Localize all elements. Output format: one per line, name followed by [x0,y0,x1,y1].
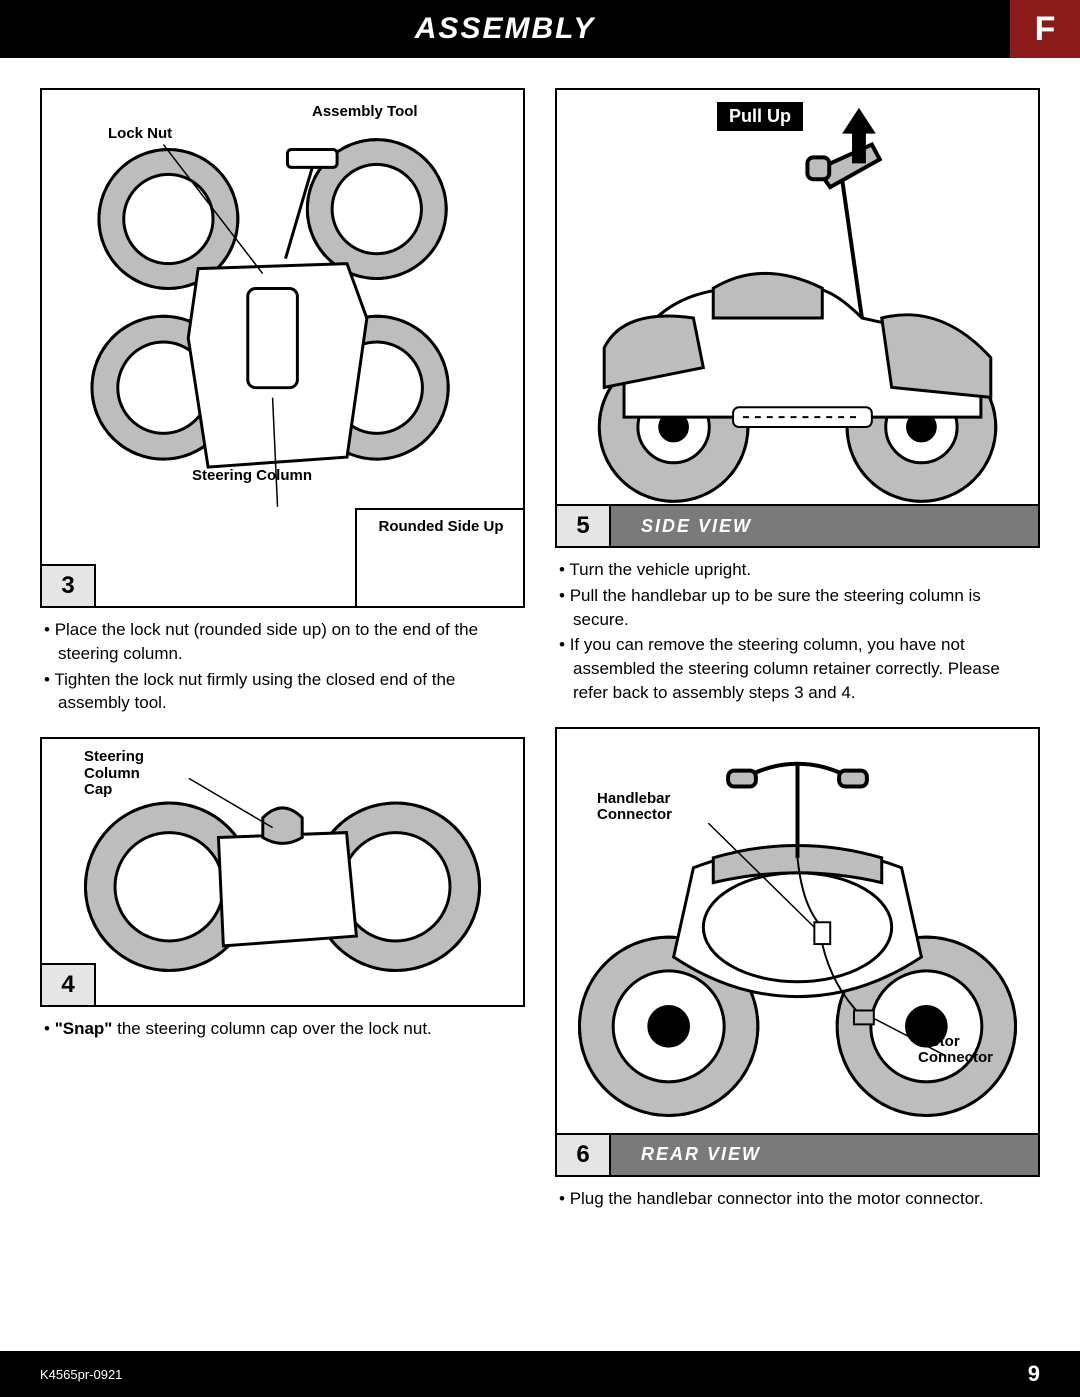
step-5-panel: Pull Up 5 SIDE VIEW [555,88,1040,548]
step-4-bullet-1: "Snap" the steering column cap over the … [44,1017,521,1041]
callout-lock-nut: Lock Nut [108,126,172,143]
step-3-bullet-1: Place the lock nut (rounded side up) on … [44,618,521,666]
step-6-view: REAR VIEW [611,1133,1038,1175]
page-footer: K4565pr-0921 9 [0,1351,1080,1397]
step-4-panel: Steering Column Cap 4 [40,737,525,1007]
step-5-instructions: Turn the vehicle upright. Pull the handl… [555,548,1040,727]
step-5-bullet-3: If you can remove the steering column, y… [559,633,1036,704]
pull-up-tag: Pull Up [717,102,803,131]
page-header: ASSEMBLY F [0,0,1080,58]
callout-handlebar-connector-text: Handlebar Connector [597,790,672,824]
step-3-number: 3 [42,564,96,606]
step-3-bullet-2: Tighten the lock nut firmly using the cl… [44,668,521,716]
content-area: Lock Nut Assembly Tool Steering Column R… [0,58,1080,1243]
step-5-bullet-1: Turn the vehicle upright. [559,558,1036,582]
left-column: Lock Nut Assembly Tool Steering Column R… [40,88,525,1233]
header-title: ASSEMBLY [0,12,1010,46]
rounded-side-box: Rounded Side Up [355,508,523,606]
step-5-number: 5 [557,504,611,546]
step-5-view: SIDE VIEW [611,504,1038,546]
callout-assembly-tool: Assembly Tool [312,104,418,121]
step-6-number: 6 [557,1133,611,1175]
step-3-instructions: Place the lock nut (rounded side up) on … [40,608,525,737]
callout-motor-connector-text: Motor Connector [918,1033,993,1067]
step-3-panel: Lock Nut Assembly Tool Steering Column R… [40,88,525,608]
footer-page-number: 9 [1028,1361,1040,1387]
step-5-illustration [557,90,1038,546]
callout-motor-connector: Motor Connector [918,1034,1018,1067]
right-column: Pull Up 5 SIDE VIEW Turn the vehicle upr… [555,88,1040,1233]
step-6-bullet-1: Plug the handlebar connector into the mo… [559,1187,1036,1211]
step-4-instructions: "Snap" the steering column cap over the … [40,1007,525,1063]
callout-steering-cap-text: Steering Column Cap [84,748,144,798]
callout-steering-column: Steering Column [192,468,312,485]
section-letter: F [1010,0,1080,58]
step-6-instructions: Plug the handlebar connector into the mo… [555,1177,1040,1233]
step-4-number: 4 [42,963,96,1005]
callout-handlebar-connector: Handlebar Connector [597,791,697,824]
step-6-panel: Handlebar Connector Motor Connector 6 RE… [555,727,1040,1177]
callout-steering-cap: Steering Column Cap [84,749,164,799]
rounded-side-label: Rounded Side Up [369,518,513,535]
footer-code: K4565pr-0921 [40,1367,122,1382]
step-5-bullet-2: Pull the handlebar up to be sure the ste… [559,584,1036,632]
